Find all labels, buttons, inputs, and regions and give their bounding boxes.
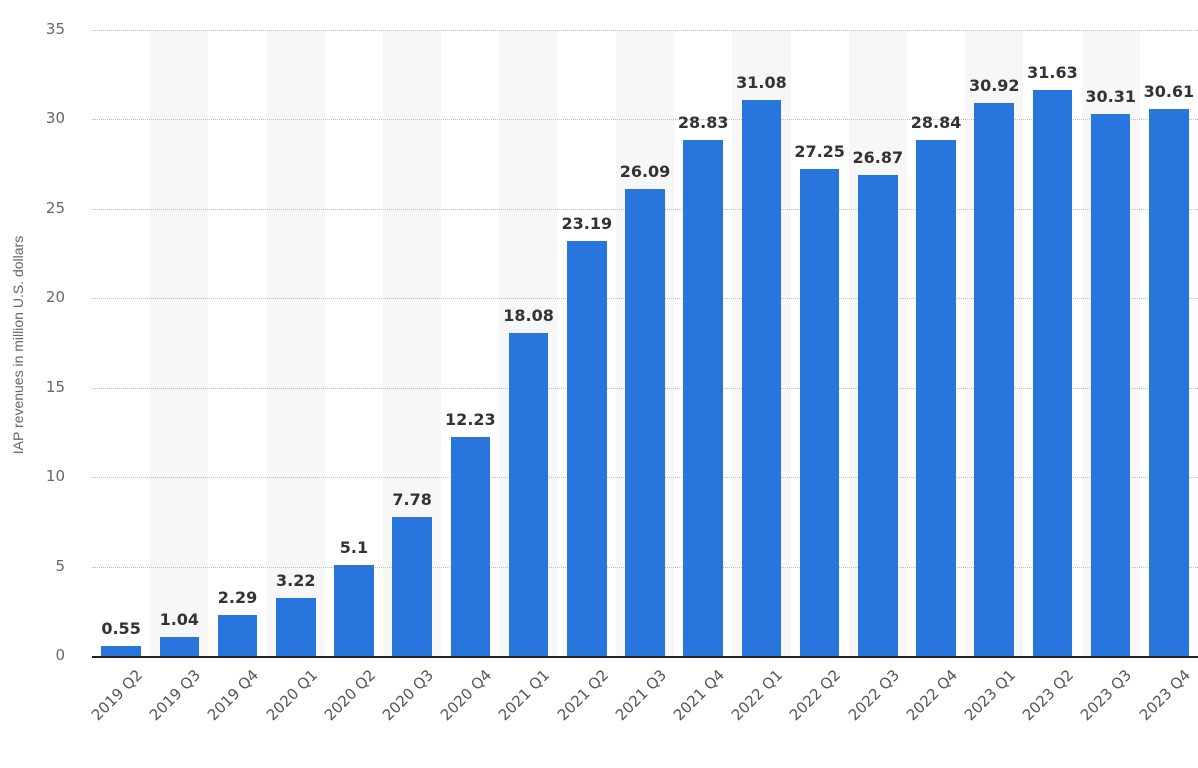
bar[interactable] xyxy=(916,140,956,656)
x-tick-label: 2022 Q3 xyxy=(844,666,903,725)
bar[interactable] xyxy=(101,646,141,656)
x-tick-label: 2022 Q4 xyxy=(902,666,961,725)
bar-value-label: 5.1 xyxy=(339,537,369,557)
gridline xyxy=(92,30,1198,31)
x-tick-label: 2023 Q4 xyxy=(1135,666,1194,725)
x-tick-label: 2021 Q3 xyxy=(611,666,670,725)
x-tick-label: 2020 Q3 xyxy=(378,666,437,725)
x-tick-label: 2021 Q2 xyxy=(553,666,612,725)
y-axis-label: IAP revenues in million U.S. dollars xyxy=(10,235,26,455)
bar-value-label: 12.23 xyxy=(445,410,496,430)
y-tick-label: 10 xyxy=(45,467,65,486)
bar-value-label: 28.83 xyxy=(677,113,729,133)
x-tick-label: 2020 Q1 xyxy=(262,666,321,725)
bar[interactable] xyxy=(508,332,549,656)
bar[interactable] xyxy=(625,189,665,656)
x-tick-label: 2023 Q3 xyxy=(1077,666,1136,725)
bar-value-label: 1.04 xyxy=(159,610,200,630)
bar[interactable] xyxy=(683,140,723,656)
y-tick-label: 0 xyxy=(55,646,65,664)
bar[interactable] xyxy=(334,564,374,656)
x-tick-label: 2021 Q1 xyxy=(495,666,554,725)
x-axis-line xyxy=(92,656,1198,658)
x-tick-label: 2020 Q2 xyxy=(320,666,379,725)
x-tick-label: 2023 Q2 xyxy=(1019,666,1078,725)
bar[interactable] xyxy=(217,615,258,656)
x-tick-label: 2023 Q1 xyxy=(960,666,1020,725)
bar-value-label: 31.08 xyxy=(736,73,787,93)
x-tick-label: 2019 Q3 xyxy=(145,666,205,725)
x-tick-label: 2019 Q2 xyxy=(87,666,146,725)
y-tick-label: 25 xyxy=(45,198,65,217)
x-tick-label: 2020 Q4 xyxy=(437,666,496,725)
bar-value-label: 0.55 xyxy=(101,619,141,639)
bar[interactable] xyxy=(741,100,782,656)
bar[interactable] xyxy=(799,168,840,656)
y-tick-label: 30 xyxy=(45,109,65,128)
y-tick-label: 5 xyxy=(55,556,65,575)
bar-value-label: 30.31 xyxy=(1085,86,1136,106)
bar[interactable] xyxy=(566,241,607,656)
y-tick-label: 20 xyxy=(45,288,65,307)
bar-value-label: 23.19 xyxy=(561,214,613,234)
column-band xyxy=(150,30,209,656)
bar[interactable] xyxy=(1090,113,1131,656)
bar[interactable] xyxy=(159,637,200,656)
x-tick-label: 2021 Q4 xyxy=(669,666,729,725)
x-tick-label: 2022 Q1 xyxy=(728,666,787,725)
bar-value-label: 3.22 xyxy=(275,571,316,591)
bar[interactable] xyxy=(974,102,1015,656)
bar[interactable] xyxy=(1032,90,1073,656)
bar-value-label: 7.78 xyxy=(392,489,432,509)
bar-value-label: 27.25 xyxy=(794,141,845,161)
x-tick-label: 2019 Q4 xyxy=(204,666,263,725)
bar[interactable] xyxy=(858,175,898,656)
bar[interactable] xyxy=(275,598,316,656)
bar-value-label: 26.87 xyxy=(852,148,904,168)
bar[interactable] xyxy=(392,516,432,656)
bar-value-label: 30.61 xyxy=(1143,81,1195,101)
bar-value-label: 2.29 xyxy=(217,588,258,608)
x-tick-label: 2022 Q2 xyxy=(786,666,845,725)
bar-value-label: 28.84 xyxy=(910,113,962,133)
y-tick-label: 35 xyxy=(45,20,65,38)
bar-value-label: 30.92 xyxy=(968,75,1020,95)
bar[interactable] xyxy=(450,437,491,656)
bar-value-label: 31.63 xyxy=(1027,63,1078,83)
gridline xyxy=(92,119,1198,121)
bar[interactable] xyxy=(1149,108,1189,656)
column-band xyxy=(266,30,325,656)
bar-value-label: 18.08 xyxy=(503,305,554,325)
bar-value-label: 26.09 xyxy=(619,162,671,182)
y-tick-label: 15 xyxy=(45,377,65,396)
